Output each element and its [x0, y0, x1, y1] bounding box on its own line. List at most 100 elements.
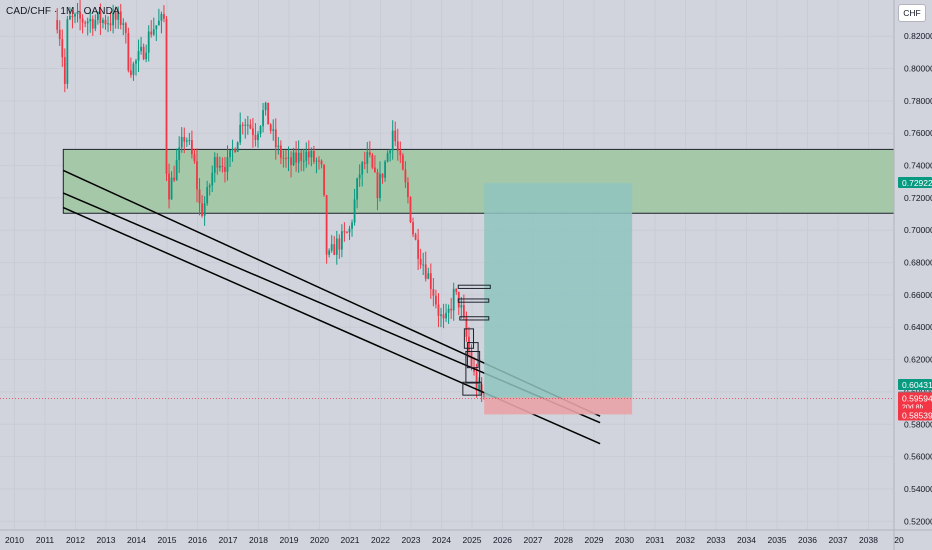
time-tick-label: 2031 — [646, 535, 665, 545]
candle-body — [160, 13, 163, 21]
candle-body — [432, 289, 435, 296]
sr-box — [466, 342, 479, 369]
candle-body — [84, 22, 87, 24]
candle-body — [155, 25, 158, 30]
candle-body — [241, 124, 244, 126]
candle-body — [231, 149, 234, 151]
price-tag-badge — [898, 409, 932, 421]
candle-body — [198, 189, 201, 204]
candle-body — [99, 12, 102, 24]
candle-body — [371, 154, 374, 168]
candle-body — [109, 23, 112, 26]
candle-body — [325, 195, 328, 255]
position-layer — [0, 183, 894, 415]
time-tick-label: 2014 — [127, 535, 146, 545]
candle-body — [91, 18, 94, 29]
symbol-label: CAD/CHF · 1M · OANDA — [6, 6, 120, 17]
time-tick-label: 2019 — [280, 535, 299, 545]
candle-body — [399, 150, 402, 156]
candle-body — [206, 187, 209, 204]
time-tick-label: 2015 — [158, 535, 177, 545]
candle-body — [307, 151, 310, 158]
candle-body — [252, 128, 254, 136]
candle-body — [173, 177, 176, 181]
candle-body — [310, 151, 313, 158]
candle-body — [412, 222, 414, 235]
candle-body — [414, 234, 417, 240]
candle-body — [389, 150, 392, 154]
price-tick-label: 0.78000 — [904, 96, 932, 106]
candle-body — [152, 29, 155, 35]
candle-body — [218, 165, 221, 168]
sr-box — [462, 381, 482, 396]
candle-body — [320, 160, 323, 165]
candle-body — [117, 11, 120, 20]
candle-body — [163, 13, 165, 19]
candle-body — [213, 156, 216, 173]
candle-body — [127, 32, 130, 71]
candle-body — [259, 126, 262, 134]
time-tick-label: 2028 — [554, 535, 573, 545]
candle-body — [74, 14, 76, 17]
candle-body — [104, 19, 107, 25]
candle-body — [122, 23, 125, 25]
box-layer — [457, 284, 491, 396]
candle-body — [297, 152, 300, 163]
price-tick-label: 0.62000 — [904, 355, 932, 365]
candle-body — [211, 172, 214, 186]
candle-body — [274, 129, 277, 148]
currency-button[interactable]: CHF — [898, 4, 926, 22]
candle-body — [89, 18, 92, 22]
time-tick-label: 2023 — [402, 535, 421, 545]
candle-body — [150, 31, 153, 35]
candle-body — [102, 19, 104, 24]
candle-body — [422, 264, 425, 266]
candle-body — [244, 124, 247, 126]
candle-body — [313, 151, 315, 162]
time-tick-label: 2034 — [737, 535, 756, 545]
candle-body — [254, 135, 257, 140]
candle-body — [282, 157, 285, 159]
candle-body — [168, 173, 170, 200]
candle-body — [175, 160, 178, 181]
candle-body — [145, 52, 148, 60]
candle-body — [86, 21, 89, 24]
candle-body — [457, 291, 460, 308]
candle-body — [445, 312, 447, 319]
candle-body — [224, 166, 226, 172]
price-tick-label: 0.76000 — [904, 128, 932, 138]
sr-box — [465, 351, 481, 384]
time-tick-label: 2035 — [768, 535, 787, 545]
time-tick-label: 2032 — [676, 535, 695, 545]
candle-body — [348, 228, 351, 233]
candle-body — [460, 305, 463, 308]
time-tick-label: 2021 — [341, 535, 360, 545]
candle-body — [407, 182, 409, 198]
time-tick-label: 20 — [894, 535, 904, 545]
candle-body — [330, 244, 333, 251]
candle-body — [203, 203, 206, 216]
candle-body — [452, 288, 455, 311]
candle-body — [300, 152, 303, 161]
candle-body — [142, 46, 145, 60]
time-tick-label: 2024 — [432, 535, 451, 545]
candle-body — [178, 147, 181, 161]
candle-body — [287, 157, 290, 159]
candle-body — [63, 57, 66, 84]
candle-body — [234, 149, 237, 152]
candle-body — [468, 336, 470, 351]
candle-body — [409, 197, 412, 223]
candle-body — [483, 393, 486, 398]
candle-body — [376, 172, 379, 199]
candle-body — [455, 288, 458, 292]
candle-body — [478, 384, 481, 391]
candle-body — [239, 124, 242, 143]
candle-body — [229, 150, 231, 158]
price-tag-label: 0.59594 — [902, 393, 932, 403]
candle-body — [440, 314, 442, 316]
price-tick-label: 0.54000 — [904, 484, 932, 494]
candle-body — [437, 304, 440, 316]
candle-body — [137, 51, 140, 61]
